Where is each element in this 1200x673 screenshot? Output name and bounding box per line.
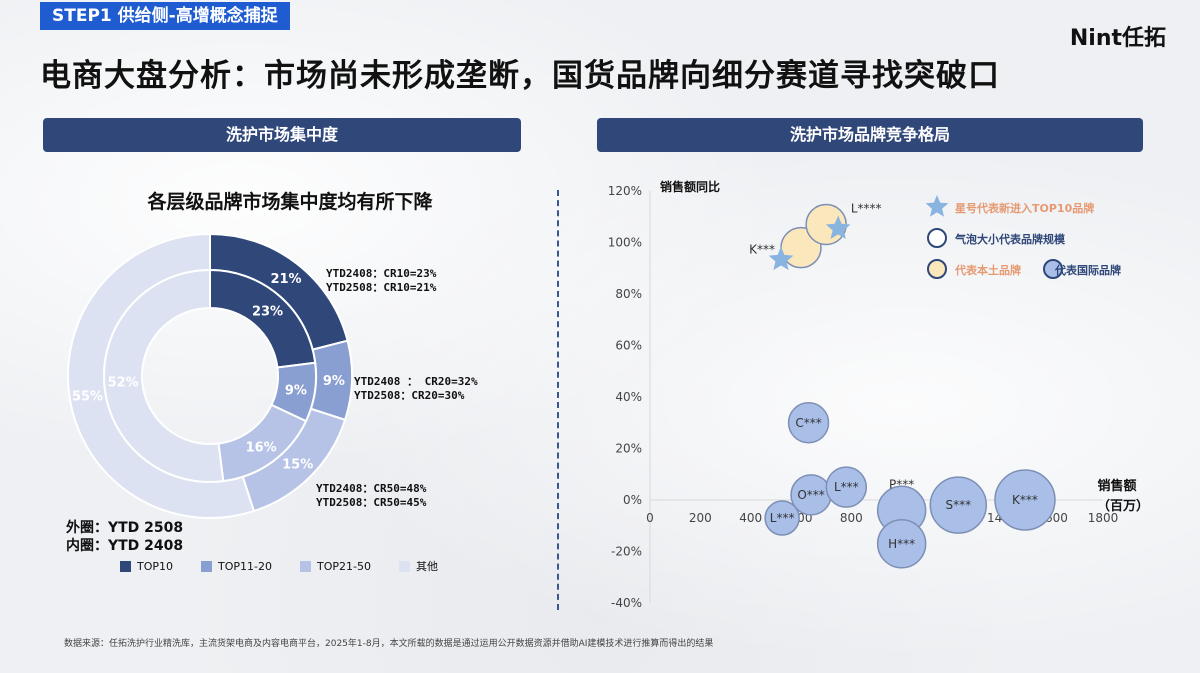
bubble-label-2: L*** bbox=[834, 480, 859, 494]
outer-ring-note: 外圈：YTD 2508 bbox=[66, 520, 184, 536]
donut-legend-item: TOP11-20 bbox=[201, 558, 272, 574]
bubble-7 bbox=[994, 469, 1056, 531]
donut-legend: TOP10 TOP11-20 TOP21-50 其他 bbox=[120, 558, 438, 574]
donut-outer-label-3: 55% bbox=[72, 389, 103, 404]
donut-labels: 21% 9% 15% 55% 23% 9% 16% 52% bbox=[72, 272, 345, 473]
bubble-label-6: S*** bbox=[945, 498, 971, 512]
section-header-concentration: 洗护市场集中度 bbox=[43, 118, 521, 152]
legend-star-icon bbox=[925, 195, 949, 217]
legend-label: 其他 bbox=[415, 560, 438, 573]
y-tick-label: -20% bbox=[611, 545, 642, 559]
bubble-2 bbox=[825, 466, 868, 508]
new-top10-star-9 bbox=[825, 215, 851, 239]
bubble-label-5: H*** bbox=[888, 537, 915, 551]
bubble-label-4: P*** bbox=[889, 477, 914, 491]
legend-star-label: 星号代表新进入TOP10品牌 bbox=[955, 201, 1094, 215]
legend-label: TOP11-20 bbox=[218, 559, 272, 573]
bubble-label-7: K*** bbox=[1012, 493, 1038, 507]
y-tick-label: 40% bbox=[615, 390, 642, 404]
donut-inner-slice-3 bbox=[103, 268, 225, 483]
legend-swatch bbox=[120, 560, 131, 572]
x-tick-label: 400 bbox=[739, 511, 762, 525]
y-tick-label: 20% bbox=[615, 442, 642, 456]
donut-inner-ring bbox=[103, 268, 317, 483]
x-axis-title: 销售额 bbox=[1097, 478, 1136, 494]
legend-label: TOP10 bbox=[137, 559, 174, 573]
bubble-label-0: C*** bbox=[795, 416, 821, 430]
x-tick-label: 0 bbox=[646, 511, 654, 525]
x-tick-label: 800 bbox=[840, 511, 863, 525]
y-tick-label: 120% bbox=[608, 184, 642, 198]
bubble-chart: -40%-20%0%20%40%60%80%100%120%0 200 400 600… bbox=[608, 179, 1149, 610]
page-title: 电商大盘分析：市场尚未形成垄断，国货品牌向细分赛道寻找突破口 bbox=[40, 58, 1000, 94]
new-top10-star-8 bbox=[768, 246, 794, 271]
legend-size-label: 气泡大小代表品牌规模 bbox=[954, 232, 1066, 246]
cr10-note-2408: YTD2408：CR10=23% bbox=[326, 267, 437, 280]
legend-swatch bbox=[201, 560, 213, 572]
donut-outer-label-2: 15% bbox=[282, 458, 313, 473]
donut-inner-label-3: 52% bbox=[108, 375, 139, 390]
data-source-note: 数据来源：任拓洗护行业精洗库，主流货架电商及内容电商平台，2025年1-8月，本… bbox=[64, 639, 714, 649]
legend-domestic-icon bbox=[927, 259, 947, 279]
y-tick-label: 0% bbox=[623, 493, 642, 507]
donut-inner-label-2: 16% bbox=[246, 440, 277, 455]
donut-chart: 21% 9% 15% 55% 23% 9% 16% 52% bbox=[67, 232, 353, 519]
legend-domestic-label: 代表本土品牌 bbox=[954, 263, 1021, 277]
cr50-note: YTD2408：CR50=48% YTD2508：CR50=45% bbox=[316, 482, 426, 510]
bubble-label-8: K*** bbox=[749, 243, 775, 257]
bubble-label-9: L**** bbox=[851, 201, 882, 215]
legend-swatch bbox=[300, 560, 311, 572]
x-tick-label: 1800 bbox=[1088, 511, 1119, 525]
donut-legend-item: TOP10 bbox=[120, 558, 173, 574]
cr10-note: YTD2408：CR10=23% YTD2508：CR10=21% bbox=[326, 267, 436, 295]
donut-outer-ring bbox=[67, 232, 353, 519]
legend-size-icon bbox=[927, 228, 947, 248]
bubble-label-3: L*** bbox=[770, 511, 795, 525]
y-tick-label: -40% bbox=[611, 596, 642, 610]
cr50-note-2508: YTD2508：CR50=45% bbox=[316, 496, 427, 509]
legend-international-label: 代表国际品牌 bbox=[1054, 263, 1121, 277]
donut-chart-title: 各层级品牌市场集中度均有所下降 bbox=[147, 191, 433, 213]
section-header-competition: 洗护市场品牌竞争格局 bbox=[597, 118, 1143, 152]
y-axis-title: 销售额同比 bbox=[660, 179, 720, 194]
step-badge: STEP1 供给侧-高增概念捕捉 bbox=[40, 2, 290, 30]
brand-logo: Nint任拓 bbox=[1069, 26, 1166, 51]
donut-inner-label-1: 9% bbox=[285, 384, 307, 399]
donut-legend-item: 其他 bbox=[398, 558, 438, 574]
cr20-note-2408: YTD2408 ： CR20=32% bbox=[354, 375, 478, 388]
donut-inner-label-0: 23% bbox=[252, 305, 283, 320]
cr20-note: YTD2408 ： CR20=32% YTD2508：CR20=30% bbox=[354, 375, 478, 403]
bubble-6 bbox=[929, 476, 988, 534]
x-tick-label: 200 bbox=[689, 511, 712, 525]
cr50-note-2408: YTD2408：CR50=48% bbox=[316, 482, 427, 495]
x-axis-title-unit: （百万） bbox=[1097, 498, 1149, 514]
y-tick-label: 80% bbox=[615, 287, 642, 301]
bubble-label-1: O*** bbox=[797, 488, 824, 502]
y-tick-label: 100% bbox=[608, 236, 642, 250]
inner-ring-note: 内圈：YTD 2408 bbox=[66, 538, 184, 554]
bubble-0 bbox=[787, 402, 830, 444]
legend-swatch bbox=[398, 560, 410, 572]
legend-international-icon bbox=[1043, 259, 1063, 279]
cr10-note-2508: YTD2508：CR10=21% bbox=[326, 281, 437, 294]
cr20-note-2508: YTD2508：CR20=30% bbox=[354, 389, 465, 402]
bubble-3 bbox=[764, 500, 800, 536]
legend-label: TOP21-50 bbox=[317, 559, 371, 573]
y-tick-label: 60% bbox=[615, 339, 642, 353]
panel-divider bbox=[557, 190, 559, 610]
donut-outer-label-0: 21% bbox=[270, 272, 301, 287]
bubble-5 bbox=[876, 519, 927, 569]
donut-legend-item: TOP21-50 bbox=[300, 558, 371, 574]
donut-outer-label-1: 9% bbox=[323, 374, 345, 389]
bubble-points: C***O***L***L***P***H***S*** K***K***L***… bbox=[749, 201, 1056, 569]
